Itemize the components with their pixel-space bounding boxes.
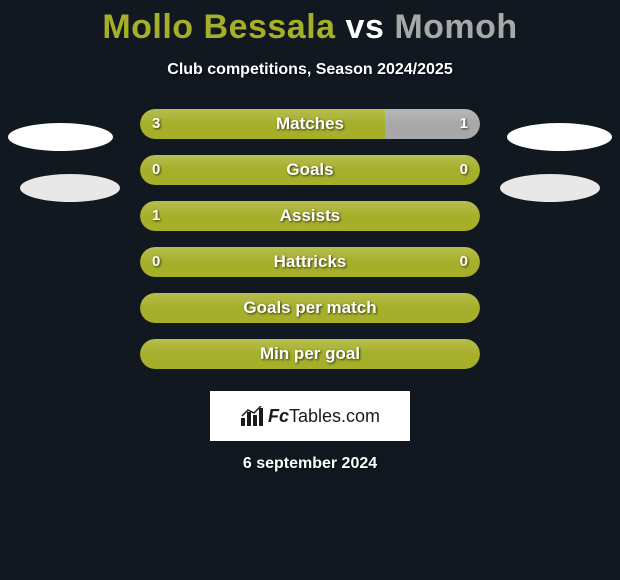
bar-track [140,109,480,139]
bar-right-fill [385,109,480,139]
player1-name: Mollo Bessala [102,8,335,46]
bar-left-fill [140,109,385,139]
subtitle: Club competitions, Season 2024/2025 [0,61,620,79]
bar-left-fill [140,339,480,369]
logo-rest: Tables.com [289,406,380,426]
footer-date: 6 september 2024 [0,455,620,473]
bar-track [140,247,480,277]
vs-text: vs [346,8,385,46]
fctables-logo: FcTables.com [210,391,410,441]
logo-fc: Fc [268,406,289,426]
bar-track [140,293,480,323]
stat-row: Goals00 [0,155,620,201]
bar-left-fill [140,201,480,231]
bar-left-fill [140,155,480,185]
bar-track [140,339,480,369]
stat-row: Hattricks00 [0,247,620,293]
stat-row: Min per goal [0,339,620,385]
bar-track [140,155,480,185]
stat-row: Goals per match [0,293,620,339]
chart-icon [240,406,264,426]
stat-row: Matches31 [0,109,620,155]
bar-left-fill [140,293,480,323]
player2-name: Momoh [394,8,517,46]
logo-text: FcTables.com [268,406,380,427]
bar-left-fill [140,247,480,277]
page-title: Mollo Bessala vs Momoh [0,8,620,47]
stat-row: Assists1 [0,201,620,247]
bar-track [140,201,480,231]
stats-container: Matches31Goals00Assists1Hattricks00Goals… [0,109,620,385]
